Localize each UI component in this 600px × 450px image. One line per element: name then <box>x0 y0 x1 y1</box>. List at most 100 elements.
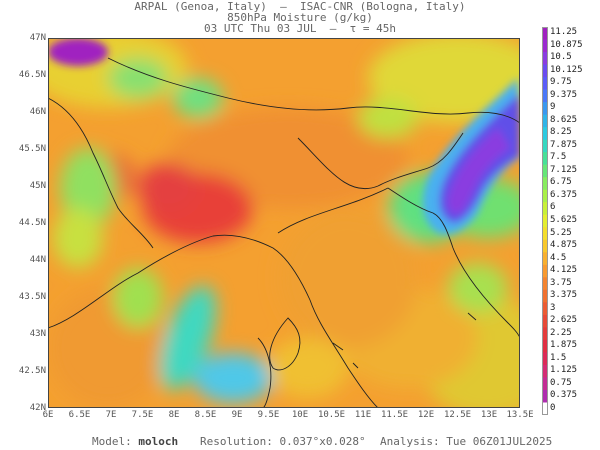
colorbar-label: 6 <box>550 202 556 213</box>
colorbar-label: 5.25 <box>550 227 572 238</box>
colorbar-swatch <box>542 127 548 141</box>
colorbar-swatch <box>542 177 548 191</box>
lon-label: 10E <box>291 410 309 420</box>
colorbar-label: 3 <box>550 302 556 313</box>
lat-label: 45.5N <box>18 144 46 154</box>
footer-model: Model: moloch <box>92 435 178 448</box>
colorbar-swatch <box>542 364 548 378</box>
colorbar-label: 2.625 <box>550 315 578 326</box>
colorbar-label: 10.125 <box>550 64 583 75</box>
colorbar-swatch <box>542 402 548 415</box>
colorbar-swatch <box>542 377 548 391</box>
colorbar-swatch <box>542 277 548 291</box>
footer-resolution: Resolution: 0.037°x0.028° <box>200 435 366 448</box>
header-valid-time: 03 UTC Thu 03 JUL – τ = 45h <box>203 22 397 35</box>
lon-label: 7E <box>105 410 117 420</box>
moist-tongue-adriatic <box>48 38 520 235</box>
colorbar-label: 0.375 <box>550 390 578 401</box>
lon-label: 6E <box>42 410 54 420</box>
colorbar-label: 0.75 <box>550 377 572 388</box>
colorbar-label: 4.125 <box>550 265 578 276</box>
colorbar-swatch <box>542 164 548 178</box>
colorbar-swatch <box>542 189 548 203</box>
colorbar-swatch <box>542 314 548 328</box>
colorbar-label: 2.25 <box>550 327 572 338</box>
colorbar-label: 4.5 <box>550 252 567 263</box>
lon-label: 11.5E <box>380 410 409 420</box>
lat-label: 42.5N <box>18 366 46 376</box>
lon-label: 6.5E <box>68 410 91 420</box>
colorbar-label: 3.75 <box>550 277 572 288</box>
colorbar-swatch <box>542 64 548 78</box>
colorbar-swatch <box>542 114 548 128</box>
colorbar-label: 11.25 <box>550 27 578 38</box>
colorbar-swatch <box>542 389 548 403</box>
colorbar-label: 9 <box>550 102 556 113</box>
lat-label: 46N <box>29 107 46 117</box>
moisture-map <box>48 38 520 408</box>
colorbar-swatch <box>542 77 548 91</box>
colorbar-label: 10.875 <box>550 39 583 50</box>
colorbar-label: 8.25 <box>550 127 572 138</box>
lat-label: 42N <box>29 403 46 413</box>
lat-label: 45N <box>29 181 46 191</box>
colorbar-swatch <box>542 27 548 41</box>
colorbar-swatch <box>542 202 548 216</box>
colorbar-frame <box>542 27 548 415</box>
lon-label: 8.5E <box>194 410 217 420</box>
colorbar-swatch <box>542 302 548 316</box>
colorbar-swatch <box>542 227 548 241</box>
colorbar-swatch <box>542 352 548 366</box>
lat-label: 46.5N <box>18 70 46 80</box>
coastline-borders <box>48 57 520 408</box>
colorbar-swatch <box>542 139 548 153</box>
lon-label: 13.5E <box>506 410 534 420</box>
lon-label: 9.5E <box>257 410 280 420</box>
colorbar-label: 6.375 <box>550 189 578 200</box>
colorbar-swatch <box>542 89 548 103</box>
lon-label: 7.5E <box>131 410 154 420</box>
colorbar-label: 1.125 <box>550 365 578 376</box>
colorbar-label: 3.375 <box>550 290 578 301</box>
colorbar-swatch <box>542 52 548 66</box>
colorbar <box>542 27 548 415</box>
header-institutions: ARPAL (Genoa, Italy) – ISAC-CNR (Bologna… <box>134 0 466 13</box>
lon-label: 12.5E <box>443 410 472 420</box>
lat-label: 47N <box>29 33 46 43</box>
colorbar-label: 9.75 <box>550 77 572 88</box>
footer-model-value: moloch <box>138 435 179 448</box>
colorbar-label: 6.75 <box>550 177 572 188</box>
footer-analysis: Analysis: Tue 06Z01JUL2025 <box>380 435 553 448</box>
header-field-name: 850hPa Moisture (g/kg) <box>227 11 373 24</box>
lon-label: 11E <box>354 410 372 420</box>
colorbar-label: 7.5 <box>550 152 567 163</box>
colorbar-swatch <box>542 214 548 228</box>
colorbar-label: 9.375 <box>550 89 578 100</box>
colorbar-swatch <box>542 239 548 253</box>
colorbar-swatch <box>542 152 548 166</box>
colorbar-label: 5.625 <box>550 215 578 225</box>
lat-label: 44N <box>29 255 46 265</box>
colorbar-label: 4.875 <box>550 240 578 251</box>
footer-model-label: Model: <box>92 435 132 448</box>
lat-label: 43N <box>29 329 46 339</box>
colorbar-swatch <box>542 252 548 266</box>
colorbar-label: 1.5 <box>550 352 567 363</box>
lat-label: 43.5N <box>18 292 46 302</box>
colorbar-swatch <box>542 264 548 278</box>
colorbar-swatch <box>542 339 548 353</box>
colorbar-label: 8.625 <box>550 114 578 125</box>
lon-label: 10.5E <box>317 410 346 420</box>
colorbar-label: 7.125 <box>550 164 578 175</box>
lon-label: 9E <box>231 410 243 420</box>
colorbar-label: 10.5 <box>550 52 572 63</box>
colorbar-swatch <box>542 39 548 53</box>
lon-label: 8E <box>168 410 180 420</box>
colorbar-label: 0 <box>550 402 556 413</box>
colorbar-swatch <box>542 102 548 116</box>
colorbar-swatch <box>542 289 548 303</box>
map-frame <box>48 38 520 408</box>
colorbar-swatch <box>542 327 548 341</box>
lat-label: 44.5N <box>18 218 46 228</box>
colorbar-label: 7.875 <box>550 139 578 150</box>
